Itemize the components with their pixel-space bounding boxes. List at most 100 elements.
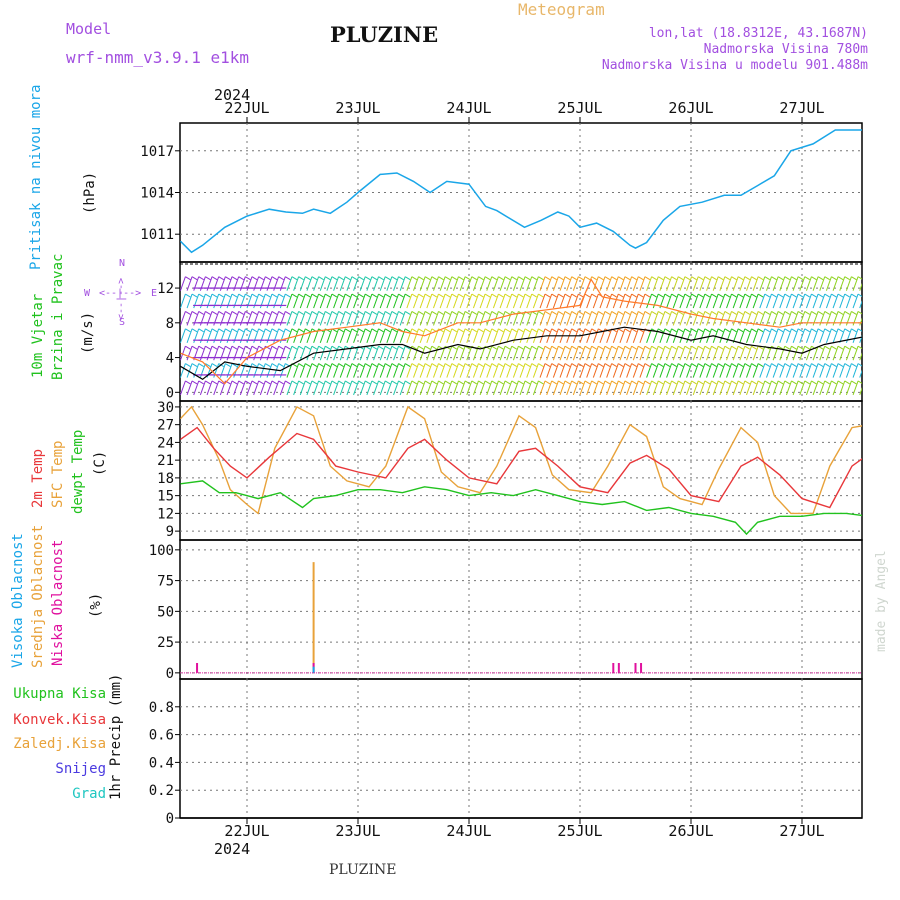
wind-barb-flag xyxy=(558,363,564,368)
wind-barb-flag xyxy=(704,328,711,333)
wind-barb xyxy=(785,293,792,309)
wind-barb xyxy=(466,293,473,309)
wind-barb xyxy=(852,293,859,309)
wind-barb xyxy=(566,346,573,361)
wind-barb xyxy=(566,311,573,326)
wind-barb xyxy=(752,276,759,291)
wind-barb-flag xyxy=(311,311,318,315)
wind-barb-flag xyxy=(404,345,411,350)
wind-barb-flag xyxy=(658,380,664,385)
wind-barb xyxy=(659,346,666,361)
wind-barb-flag xyxy=(691,380,697,385)
wind-barb xyxy=(672,311,679,326)
wind-barb xyxy=(612,276,619,291)
wind-barb xyxy=(839,380,846,396)
wind-barb-flag xyxy=(831,311,837,315)
wind-barb xyxy=(572,276,579,291)
wind-barb-flag xyxy=(851,363,857,368)
wind-barb xyxy=(825,328,832,344)
wind-barb-flag xyxy=(871,381,876,384)
wind-barb xyxy=(519,346,526,361)
wind-barb-flag xyxy=(424,311,431,315)
wind-barb-flag xyxy=(511,363,517,368)
wind-barb-flag xyxy=(271,293,278,298)
wind-barb-flag xyxy=(245,380,251,385)
wind-barb xyxy=(866,294,871,308)
wind-barb xyxy=(519,311,526,326)
wind-barb xyxy=(572,380,579,396)
wind-barb-flag xyxy=(205,363,211,368)
wind-barb-flag xyxy=(371,345,378,350)
wind-barb-flag xyxy=(797,345,804,350)
wind-barb xyxy=(532,346,539,361)
wind-barb xyxy=(306,328,313,344)
wind-barb-flag xyxy=(231,380,238,385)
wind-barb-flag xyxy=(238,380,244,385)
wind-barb xyxy=(459,363,466,378)
wind-barb xyxy=(652,293,659,309)
wind-barb xyxy=(393,380,399,396)
wind-barb-flag xyxy=(618,276,624,281)
wind-barb-flag xyxy=(578,293,584,298)
wind-barb-flag xyxy=(464,363,471,368)
wind-barb xyxy=(772,311,779,326)
wind-barb xyxy=(346,380,353,396)
wind-barb-flag xyxy=(404,311,411,315)
wind-barb-flag xyxy=(684,380,691,385)
wind-barb xyxy=(366,346,373,361)
wind-barb-flag xyxy=(198,345,204,350)
wind-barb xyxy=(692,276,699,291)
wind-barb xyxy=(406,363,413,378)
wind-barb xyxy=(759,276,766,291)
wind-barb-flag xyxy=(484,345,491,350)
wind-barb-flag xyxy=(711,276,717,281)
wind-barb xyxy=(592,311,599,326)
wind-barb xyxy=(366,311,373,326)
wind-barb xyxy=(579,363,586,378)
wind-barb xyxy=(706,276,713,291)
wind-barb xyxy=(319,363,326,378)
wind-barb xyxy=(599,380,606,396)
wind-barb xyxy=(419,311,426,326)
wind-barb xyxy=(319,328,326,344)
wind-barb xyxy=(632,328,639,344)
wind-barb-flag xyxy=(538,380,544,385)
wind-barb xyxy=(592,293,599,309)
wind-barb-flag xyxy=(691,363,697,368)
wind-barb-flag xyxy=(431,363,438,368)
wind-barb xyxy=(852,363,859,378)
wind-barb-flag xyxy=(804,311,811,315)
wind-barb-flag xyxy=(278,345,284,350)
wind-barb-flag xyxy=(677,293,684,298)
wind-barb-flag xyxy=(591,311,597,315)
wind-barb xyxy=(506,293,513,309)
wind-barb xyxy=(532,293,539,309)
wind-barb-flag xyxy=(591,363,597,368)
wind-barb-flag xyxy=(618,328,624,333)
wind-barb-flag xyxy=(291,328,298,333)
wind-barb xyxy=(313,276,320,291)
wind-barb xyxy=(539,363,546,378)
wind-barb-flag xyxy=(371,311,378,315)
wind-barb-flag xyxy=(411,293,418,298)
y-tick-label: 0 xyxy=(166,811,174,827)
wind-barb xyxy=(472,380,479,396)
wind-barb-flag xyxy=(591,345,597,350)
wind-barb xyxy=(239,380,246,396)
wind-barb-flag xyxy=(218,311,224,315)
wind-barb-flag xyxy=(338,380,344,385)
wind-barb-flag xyxy=(364,380,371,385)
wind-barb xyxy=(626,328,633,344)
wind-barb-flag xyxy=(211,380,218,385)
wind-barb xyxy=(386,276,393,291)
wind-barb-flag xyxy=(298,328,304,333)
wind-barb xyxy=(413,328,419,344)
wind-barb xyxy=(866,346,871,360)
wind-barb-flag xyxy=(731,345,737,350)
wind-barb xyxy=(379,276,386,291)
wind-barb xyxy=(819,346,826,361)
wind-barb xyxy=(319,380,326,396)
wind-barb xyxy=(866,277,871,291)
wind-barb xyxy=(619,328,626,344)
wind-barb-flag xyxy=(844,293,850,298)
